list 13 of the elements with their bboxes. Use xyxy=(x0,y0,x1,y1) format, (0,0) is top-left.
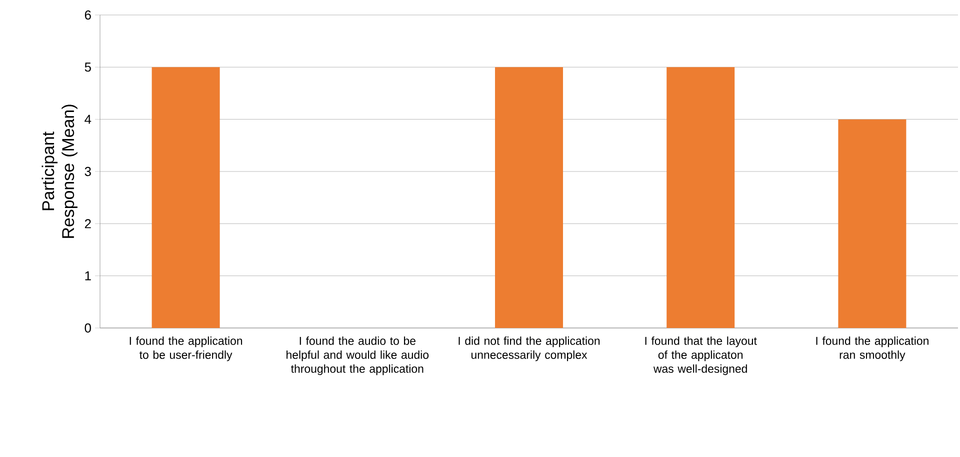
x-tick-label: I found the application to be user-friendly xyxy=(130,336,242,362)
x-tick-label: I did not find the application unnecessarily complex xyxy=(458,336,600,362)
y-tick-label: 3 xyxy=(84,166,91,176)
y-tick-label: 4 xyxy=(84,114,92,124)
x-tick-label: I found the audio to be helpful and would like audio throughout the application xyxy=(286,336,429,376)
y-axis-title: Participant Response (Mean) xyxy=(42,104,78,238)
y-tick-label: 0 xyxy=(84,323,91,333)
x-tick-label: I found that the layout of the applicaton was well-designed xyxy=(645,336,757,376)
y-tick-label: 6 xyxy=(84,10,91,20)
y-tick-label: 2 xyxy=(84,219,91,228)
x-tick-label: I found the application ran smoothly xyxy=(816,336,928,362)
y-tick-label: 5 xyxy=(84,62,91,72)
y-tick-label: 1 xyxy=(85,271,91,280)
